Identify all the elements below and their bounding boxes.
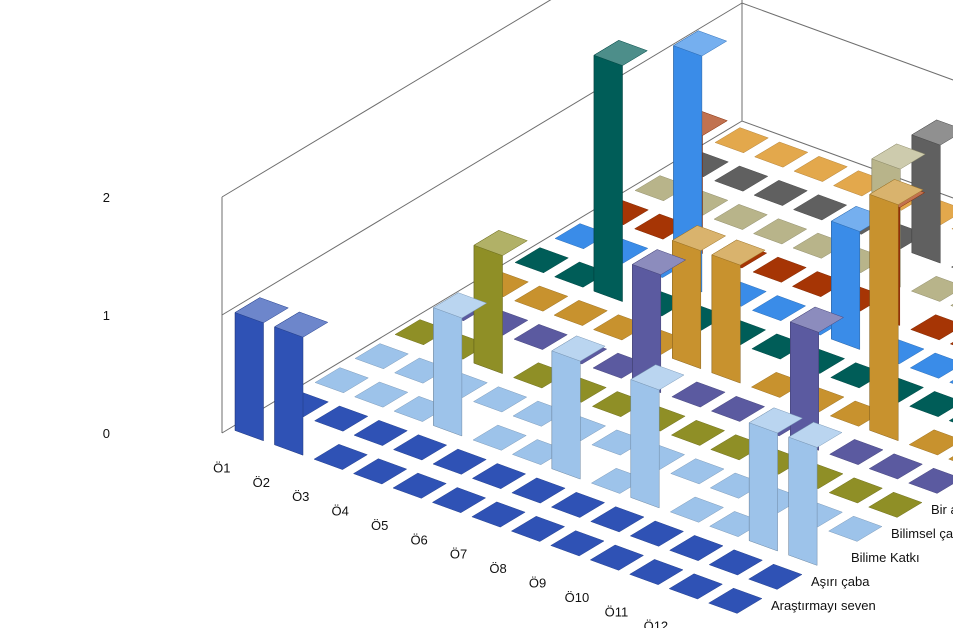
floor-tile-10-9	[911, 315, 953, 340]
floor-tile-1-5	[393, 473, 446, 498]
bar-front-face	[631, 380, 659, 508]
category-label: Ö7	[450, 547, 467, 562]
floor-tile-7-2	[515, 286, 568, 311]
bar-front-face	[275, 327, 303, 455]
floor-tile-2-13	[749, 564, 802, 589]
floor-tile-1-10	[590, 545, 643, 570]
floor-tile-2-5	[433, 449, 486, 474]
floor-tile-6-13	[909, 468, 953, 493]
floor-tile-1-13	[709, 588, 762, 613]
floor-tile-3-10	[670, 497, 723, 522]
floor-tile-3-2	[355, 382, 408, 407]
floor-tile-2-4	[394, 435, 447, 460]
floor-tile-1-11	[630, 559, 683, 584]
bar-front-face	[594, 55, 623, 301]
floor-tile-11-8	[911, 276, 953, 301]
floor-tile-4-1	[355, 344, 408, 369]
category-label: Ö12	[644, 619, 669, 628]
bar-front-face	[434, 308, 462, 436]
floor-tile-2-12	[709, 550, 762, 575]
floor-tile-2-9	[591, 507, 644, 532]
floor-tile-1-12	[669, 574, 722, 599]
bar-front-face	[474, 245, 503, 373]
floor-tile-2-8	[551, 492, 604, 517]
bar-front-face	[831, 221, 859, 349]
floor-tile-13-1	[715, 128, 768, 153]
bar-front-face	[749, 423, 777, 551]
floor-tile-7-12	[909, 430, 953, 455]
floor-tile-13-3	[794, 156, 847, 181]
floor-tile-9-6	[752, 296, 805, 321]
floor-tile-6-3	[514, 324, 567, 349]
floor-tile-5-8	[671, 420, 724, 445]
category-label: Ö8	[489, 561, 506, 576]
floor-tile-3-1	[315, 368, 368, 393]
series-label: Araştırmayı seven	[771, 598, 876, 613]
floor-tile-6-8	[711, 396, 764, 421]
floor-tile-8-11	[910, 391, 953, 416]
floor-tile-1-3	[314, 444, 367, 469]
floor-tile-11-3	[714, 204, 767, 229]
floor-tile-4-4	[474, 387, 527, 412]
floor-tile-1-7	[472, 502, 525, 527]
floor-tile-7-3	[554, 300, 607, 325]
floor-tile-12-4	[794, 195, 847, 220]
floor-tile-2-7	[512, 478, 565, 503]
floor-tile-1-8	[511, 516, 564, 541]
floor-tile-2-11	[670, 535, 723, 560]
floor-tile-6-7	[672, 382, 725, 407]
series-label: Bir alanda uzmanlaşmak	[931, 502, 953, 517]
category-label: Ö2	[253, 475, 270, 490]
floor-tile-11-4	[754, 219, 807, 244]
floor-tile-10-5	[753, 257, 806, 282]
category-label: Ö9	[529, 576, 546, 591]
category-label: Ö6	[410, 532, 427, 547]
bar-front-face	[712, 255, 740, 383]
floor-tile-4-9	[671, 459, 724, 484]
floor-tile-4-13	[829, 516, 882, 541]
series-label: Bilime Katkı	[851, 550, 920, 565]
bar-front-face	[789, 437, 817, 565]
floor-tile-2-10	[630, 521, 683, 546]
bar-front-face	[235, 313, 263, 441]
category-label: Ö3	[292, 489, 309, 504]
floor-tile-13-2	[755, 142, 808, 167]
floor-tile-1-4	[354, 459, 407, 484]
series-label: Bilimsel çalışma	[891, 526, 953, 541]
floor-tile-2-2	[315, 406, 368, 431]
floor-tile-12-3	[754, 180, 807, 205]
y-axis: 0 1 2	[103, 190, 110, 441]
category-label: Ö10	[565, 590, 590, 605]
bar-front-face	[552, 351, 580, 479]
category-label: Ö1	[213, 460, 230, 475]
floor-tile-6-11	[830, 439, 883, 464]
y-tick-label: 2	[103, 190, 110, 205]
bar-front-face	[870, 194, 899, 440]
y-tick-label: 1	[103, 308, 110, 323]
category-label: Ö11	[605, 604, 629, 619]
y-tick-label: 0	[103, 426, 110, 441]
series-label: Aşırı çaba	[811, 574, 870, 589]
category-label: Ö5	[371, 518, 388, 533]
floor-tile-2-6	[472, 464, 525, 489]
floor-tile-5-12	[829, 478, 882, 503]
floor-tile-1-9	[551, 531, 604, 556]
floor-tile-12-2	[715, 166, 768, 191]
floor-tile-8-1	[515, 248, 568, 273]
floor-tile-3-5	[473, 425, 526, 450]
floor-tile-6-12	[869, 454, 922, 479]
floor-tile-5-13	[869, 492, 922, 517]
category-label: Ö4	[332, 504, 349, 519]
floor-tile-9-10	[910, 353, 953, 378]
floor-tile-1-6	[432, 488, 485, 513]
floor-tile-2-3	[354, 420, 407, 445]
